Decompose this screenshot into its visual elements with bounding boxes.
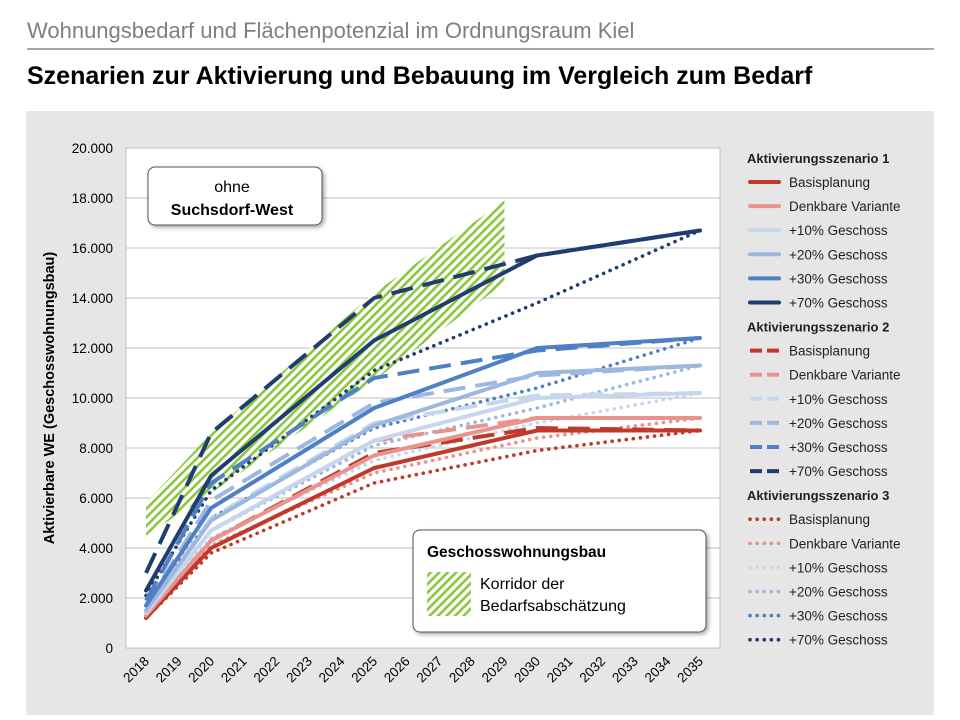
page-supertitle: Wohnungsbedarf und Flächenpotenzial im O… <box>27 18 635 43</box>
series-line-2 <box>144 391 702 615</box>
x-tick-label: 2035 <box>674 654 706 686</box>
x-tick-label: 2018 <box>120 654 152 686</box>
series-line-0 <box>144 428 702 620</box>
series-line-12 <box>144 428 702 620</box>
x-tick-label: 2027 <box>414 654 446 686</box>
x-tick-label: 2030 <box>511 654 543 686</box>
x-tick-label: 2029 <box>479 654 511 686</box>
legend-item-label: +20% Geschoss <box>789 247 888 262</box>
x-tick-label: 2019 <box>153 654 185 686</box>
y-tick-label: 12.000 <box>72 341 113 356</box>
legend-item-label: Denkbare Variante <box>789 536 901 551</box>
y-tick-label: 8.000 <box>79 441 113 456</box>
x-tick-label: 2031 <box>544 654 576 686</box>
legend-item-label: Basisplanung <box>789 344 870 359</box>
legend: Aktivierungsszenario 1 Basisplanung Denkba… <box>747 151 901 648</box>
legend-item-label: Denkbare Variante <box>789 199 901 214</box>
annotation-box-2: Geschosswohnungsbau Korridor der Bedarfs… <box>412 529 707 633</box>
corridor-area <box>146 200 505 536</box>
legend-item-label: +30% Geschoss <box>789 609 888 624</box>
legend-item-label: +10% Geschoss <box>789 560 888 575</box>
legend-item-label: +10% Geschoss <box>789 392 888 407</box>
series-line-4 <box>144 336 702 608</box>
legend-item-label: +10% Geschoss <box>789 223 888 238</box>
legend-group-title: Aktivierungsszenario 2 <box>747 320 889 335</box>
legend-item-label: +20% Geschoss <box>789 585 888 600</box>
series-line-1 <box>144 416 702 618</box>
legend-item-label: Basisplanung <box>789 512 870 527</box>
x-tick-label: 2025 <box>348 654 380 686</box>
annotation-box-1: ohne Suchsdorf-West <box>147 166 323 226</box>
y-tick-label: 16.000 <box>72 241 113 256</box>
x-tick-label: 2033 <box>609 654 641 686</box>
legend-group-title: Aktivierungsszenario 3 <box>747 488 889 503</box>
y-tick-label: 20.000 <box>72 141 113 156</box>
y-tick-label: 18.000 <box>72 191 113 206</box>
series-line-5 <box>144 228 702 593</box>
series-line-17 <box>144 228 702 598</box>
x-tick-label: 2020 <box>185 654 217 686</box>
annotation-box-2-item-line2: Bedarfsabschätzung <box>480 598 626 615</box>
y-axis-label: Aktivierbare WE (Geschosswohnungsbau) <box>42 252 58 545</box>
y-tick-label: 0 <box>105 641 113 656</box>
x-tick-label: 2024 <box>316 653 348 685</box>
legend-item-label: Denkbare Variante <box>789 368 901 383</box>
y-tick-label: 14.000 <box>72 291 113 306</box>
annotation-box-1-line1: ohne <box>214 179 250 196</box>
x-tick-label: 2032 <box>577 654 609 686</box>
legend-item-label: +70% Geschoss <box>789 633 888 648</box>
legend-item-label: +70% Geschoss <box>789 464 888 479</box>
page-title: Szenarien zur Aktivierung und Bebauung i… <box>27 62 813 90</box>
y-tick-label: 6.000 <box>79 491 113 506</box>
annotation-box-2-title: Geschosswohnungsbau <box>427 544 606 561</box>
legend-item-label: +70% Geschoss <box>789 296 888 311</box>
legend-item-label: +20% Geschoss <box>789 416 888 431</box>
annotation-box-1-line2: Suchsdorf-West <box>171 202 294 219</box>
y-tick-label: 10.000 <box>72 391 113 406</box>
annotation-box-2-item-line1: Korridor der <box>480 576 565 593</box>
corridor-swatch <box>427 572 471 616</box>
x-tick-label: 2034 <box>642 653 674 685</box>
x-tick-label: 2023 <box>283 654 315 686</box>
title-divider <box>27 48 934 50</box>
series-line-3 <box>144 363 702 613</box>
y-tick-label: 4.000 <box>79 541 113 556</box>
legend-item-label: Basisplanung <box>789 175 870 190</box>
legend-item-label: +30% Geschoss <box>789 440 888 455</box>
x-tick-label: 2026 <box>381 654 413 686</box>
x-tick-label: 2028 <box>446 654 478 686</box>
x-tick-label: 2022 <box>251 654 283 686</box>
legend-group-title: Aktivierungsszenario 1 <box>747 151 889 166</box>
legend-item-label: +30% Geschoss <box>789 271 888 286</box>
x-tick-label: 2021 <box>218 654 250 686</box>
y-tick-label: 2.000 <box>79 591 113 606</box>
